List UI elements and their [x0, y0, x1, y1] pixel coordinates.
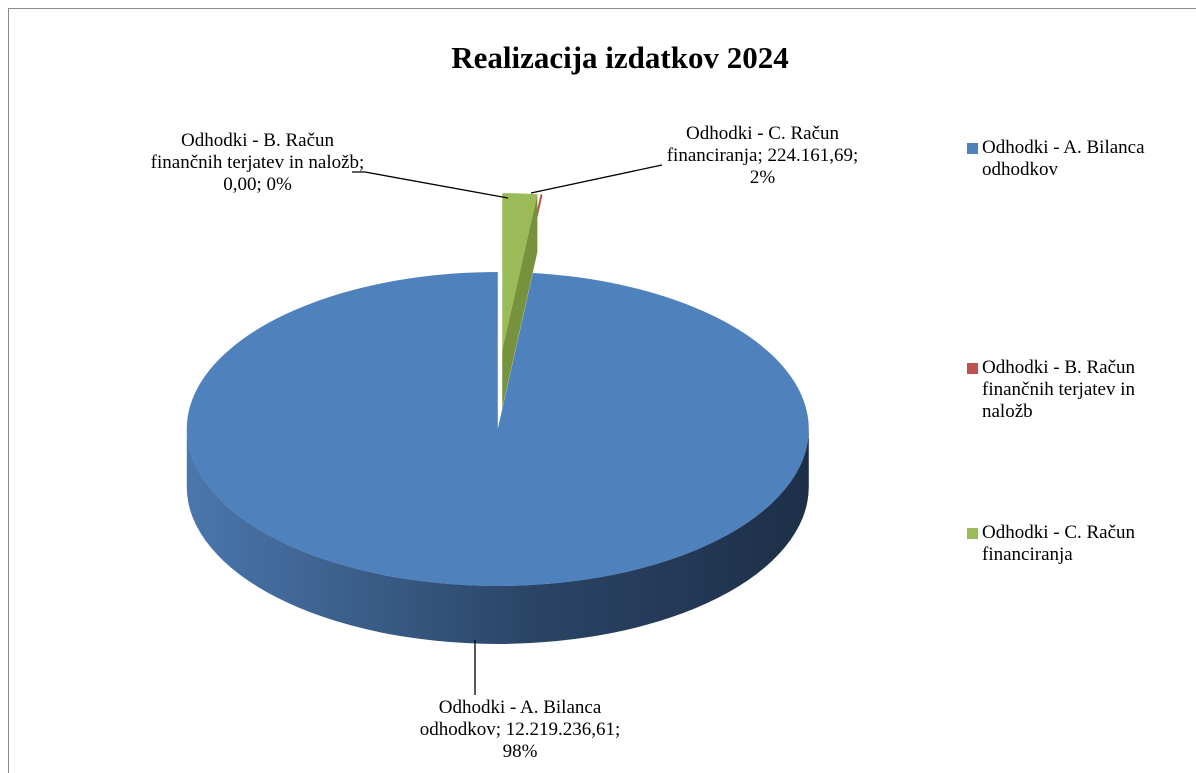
pie: [186, 193, 809, 644]
label-value: 12.219.236,61: [505, 719, 615, 740]
frame: [8, 8, 1196, 773]
leader-line: [352, 171, 509, 199]
pie-side: [186, 428, 809, 644]
label-percent: 0%: [266, 174, 292, 195]
data-label: Odhodki - B. Račun finančnih terjatev in…: [150, 130, 365, 195]
label-value: 224.161,69: [767, 145, 853, 166]
legend-item: Odhodki - A. Bilanca odhodkov: [967, 137, 1182, 181]
pie-slice: [186, 271, 809, 586]
legend-label: Odhodki - C. Račun financiranja: [982, 522, 1136, 565]
label-name: Odhodki - A. Bilanca odhodkov: [419, 697, 602, 740]
label-percent: 2%: [749, 167, 776, 188]
label-value: 0,00: [223, 174, 257, 195]
pie-slice: [502, 193, 538, 351]
legend-item: Odhodki - B. Račun finančnih terjatev in…: [967, 357, 1182, 423]
legend-swatch: [967, 528, 978, 539]
label-name: Odhodki - B. Račun finančnih terjatev in…: [150, 130, 360, 173]
label-percent: 98%: [502, 741, 538, 762]
data-label: Odhodki - A. Bilanca odhodkov; 12.219.23…: [419, 697, 621, 762]
label-name: Odhodki - C. Račun financiranja: [666, 123, 840, 166]
leader-line: [530, 164, 663, 194]
chart-title: Realizacija izdatkov 2024: [451, 40, 789, 75]
legend-label: Odhodki - A. Bilanca odhodkov: [982, 137, 1145, 180]
data-label: Odhodki - C. Račun financiranja; 224.161…: [666, 123, 859, 188]
legend-swatch: [967, 363, 978, 374]
leader-lines: [352, 164, 663, 695]
legend-label: Odhodki - B. Račun finančnih terjatev in…: [982, 357, 1136, 422]
legend-item: Odhodki - C. Račun financiranja: [967, 522, 1182, 566]
pie-side: [502, 194, 538, 409]
legend-swatch: [967, 143, 978, 154]
